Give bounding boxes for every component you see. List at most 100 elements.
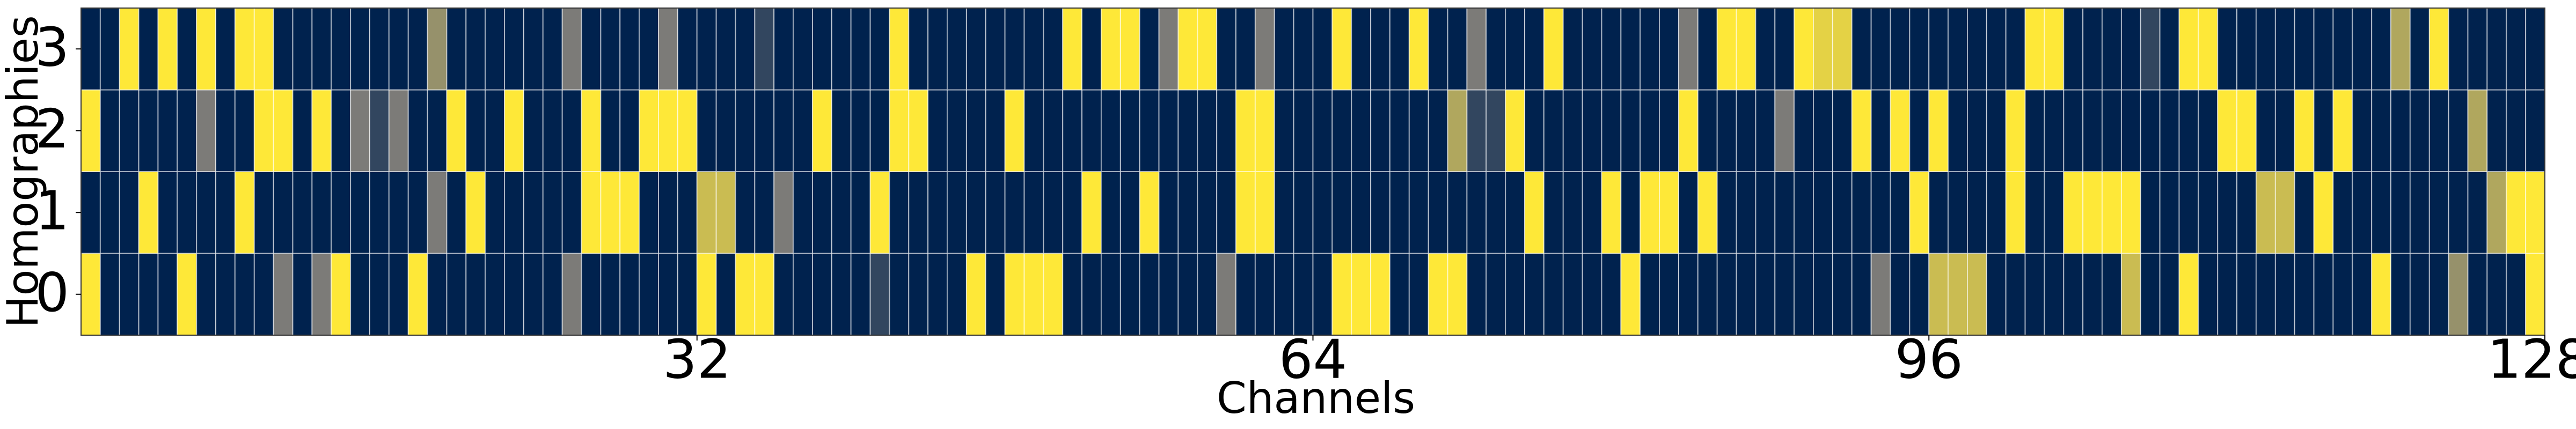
heatmap-cell bbox=[2525, 171, 2545, 254]
heatmap-cell bbox=[485, 8, 506, 91]
heatmap-cell bbox=[157, 89, 178, 172]
heatmap-cell bbox=[2332, 253, 2353, 336]
heatmap-cell bbox=[965, 171, 986, 254]
heatmap-cell bbox=[523, 253, 544, 336]
heatmap-cell bbox=[2506, 253, 2527, 336]
heatmap-cell bbox=[1447, 171, 1468, 254]
heatmap-cell bbox=[1813, 89, 1833, 172]
heatmap-cell bbox=[985, 171, 1006, 254]
heatmap-cell bbox=[1139, 89, 1160, 172]
heatmap-cell bbox=[1139, 171, 1160, 254]
heatmap-cell bbox=[658, 8, 678, 91]
heatmap-cell bbox=[1909, 8, 1930, 91]
heatmap-cell bbox=[331, 89, 352, 172]
heatmap-cell bbox=[1524, 253, 1545, 336]
heatmap-cell bbox=[2525, 253, 2545, 336]
heatmap-cell bbox=[1543, 171, 1564, 254]
heatmap-cell bbox=[2005, 89, 2026, 172]
heatmap-cell bbox=[2178, 171, 2199, 254]
heatmap-cell bbox=[1505, 253, 1526, 336]
heatmap-cell bbox=[619, 89, 640, 172]
heatmap-cell bbox=[2236, 171, 2257, 254]
heatmap-cell bbox=[1524, 171, 1545, 254]
heatmap-cell bbox=[1466, 171, 1487, 254]
heatmap-cell bbox=[2294, 253, 2315, 336]
heatmap-cell bbox=[2448, 8, 2469, 91]
heatmap-cell bbox=[715, 89, 736, 172]
heatmap-cell bbox=[446, 8, 467, 91]
heatmap-cell bbox=[1870, 171, 1891, 254]
heatmap-cell bbox=[2313, 8, 2334, 91]
heatmap-cell bbox=[1023, 89, 1044, 172]
heatmap-cell bbox=[1890, 8, 1911, 91]
heatmap-cell bbox=[350, 253, 371, 336]
heatmap-cell bbox=[1254, 89, 1275, 172]
heatmap-cell bbox=[1794, 8, 1814, 91]
heatmap-cell bbox=[292, 89, 313, 172]
heatmap-cell bbox=[369, 8, 390, 91]
heatmap-cell bbox=[908, 253, 929, 336]
heatmap-cell bbox=[639, 253, 660, 336]
heatmap-cell bbox=[1832, 253, 1853, 336]
heatmap-cell bbox=[2217, 8, 2238, 91]
heatmap-cell bbox=[119, 171, 140, 254]
heatmap-cell bbox=[1524, 8, 1545, 91]
heatmap-cell bbox=[2120, 171, 2141, 254]
heatmap-cell bbox=[1119, 253, 1140, 336]
heatmap-cell bbox=[1755, 253, 1776, 336]
heatmap-cell bbox=[1081, 171, 1102, 254]
y-tick-label: 3 bbox=[35, 16, 69, 79]
heatmap-cell bbox=[1485, 89, 1506, 172]
heatmap-cell bbox=[696, 253, 717, 336]
heatmap-cell bbox=[1100, 171, 1121, 254]
heatmap-cell bbox=[2294, 171, 2315, 254]
heatmap-cell bbox=[1890, 89, 1911, 172]
heatmap-cell bbox=[1466, 8, 1487, 91]
heatmap-cell bbox=[1447, 89, 1468, 172]
heatmap-cell bbox=[1408, 171, 1429, 254]
y-tick-label: 2 bbox=[35, 98, 69, 160]
heatmap-cell bbox=[639, 89, 660, 172]
heatmap-cell bbox=[1640, 8, 1660, 91]
heatmap-cell bbox=[311, 171, 332, 254]
heatmap-cell bbox=[485, 171, 506, 254]
heatmap-cell bbox=[273, 253, 294, 336]
heatmap-cell bbox=[273, 171, 294, 254]
heatmap-cell bbox=[2371, 171, 2392, 254]
heatmap-cell bbox=[850, 253, 871, 336]
heatmap-cell bbox=[1601, 8, 1622, 91]
heatmap-cell bbox=[1986, 8, 2007, 91]
heatmap-cell bbox=[754, 171, 775, 254]
heatmap-cell bbox=[1428, 89, 1448, 172]
heatmap-cell bbox=[2024, 89, 2045, 172]
x-axis-label: Channels bbox=[1217, 373, 1415, 423]
heatmap-cell bbox=[1081, 8, 1102, 91]
heatmap-cell bbox=[542, 8, 563, 91]
heatmap-cell bbox=[1351, 253, 1372, 336]
heatmap-cell bbox=[2082, 8, 2103, 91]
heatmap-cell bbox=[1543, 89, 1564, 172]
heatmap-cell bbox=[2428, 8, 2449, 91]
heatmap-cell bbox=[850, 171, 871, 254]
heatmap-cell bbox=[1139, 8, 1160, 91]
heatmap-cell bbox=[581, 89, 602, 172]
heatmap-cell bbox=[99, 89, 120, 172]
heatmap-cell bbox=[2024, 171, 2045, 254]
x-tick-label: 32 bbox=[663, 328, 731, 390]
heatmap-cell bbox=[811, 171, 832, 254]
heatmap-cell bbox=[658, 253, 678, 336]
heatmap-cell bbox=[561, 8, 582, 91]
heatmap-cell bbox=[1081, 89, 1102, 172]
heatmap-cell bbox=[908, 8, 929, 91]
heatmap-cell bbox=[1601, 253, 1622, 336]
heatmap-cell bbox=[523, 89, 544, 172]
heatmap-cell bbox=[1716, 8, 1737, 91]
heatmap-cell bbox=[561, 89, 582, 172]
heatmap-cell bbox=[1948, 89, 1968, 172]
heatmap-cell bbox=[138, 89, 159, 172]
heatmap-cell bbox=[1505, 171, 1526, 254]
heatmap-cell bbox=[1813, 8, 1833, 91]
heatmap-cell bbox=[639, 171, 660, 254]
heatmap-cell bbox=[754, 89, 775, 172]
heatmap-cell bbox=[350, 171, 371, 254]
